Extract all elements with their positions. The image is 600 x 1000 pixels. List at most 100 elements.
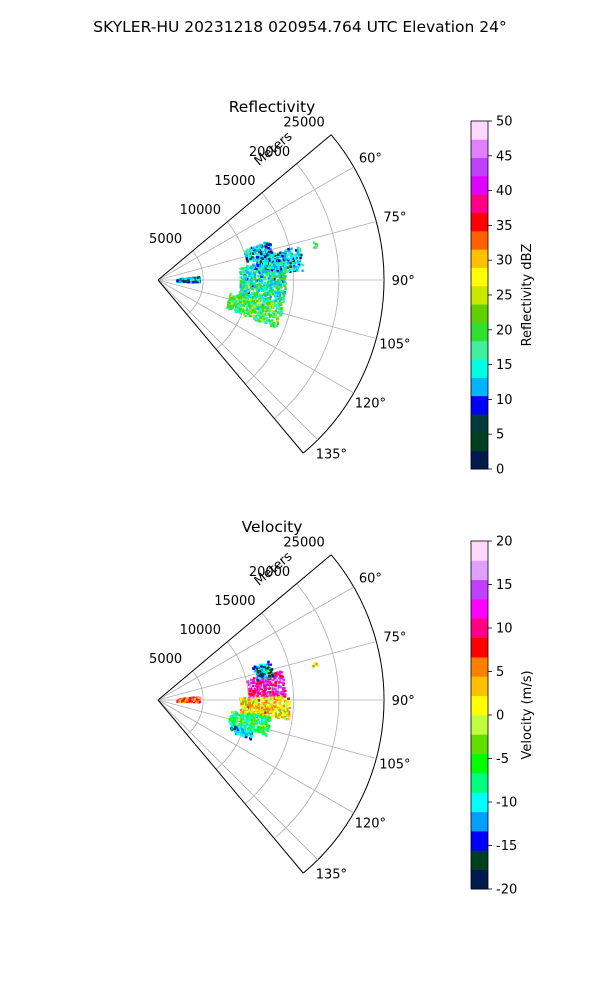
echo-gate bbox=[276, 290, 280, 293]
echo-gate bbox=[282, 713, 285, 717]
colorbar-tick-label: 10 bbox=[496, 393, 513, 408]
echo-gate bbox=[284, 701, 288, 704]
echo-gate bbox=[238, 293, 241, 296]
echo-gate bbox=[186, 699, 189, 702]
echo-gate bbox=[278, 276, 282, 279]
echo-gate bbox=[279, 670, 282, 674]
echo-gate bbox=[187, 700, 191, 703]
echo-gate bbox=[279, 697, 283, 700]
echo-gate bbox=[183, 280, 186, 283]
echo-gate bbox=[242, 300, 246, 303]
echo-gate bbox=[271, 693, 275, 696]
echo-gate bbox=[247, 288, 250, 292]
echo-gate bbox=[244, 721, 247, 724]
echo-gate bbox=[243, 288, 246, 291]
echo-gate bbox=[293, 254, 296, 257]
echo-gate bbox=[266, 284, 269, 287]
echo-gate bbox=[273, 325, 276, 328]
echo-gate bbox=[270, 714, 274, 717]
echo-gate bbox=[277, 307, 280, 310]
echo-gate bbox=[258, 285, 261, 289]
echo-gate bbox=[257, 730, 260, 734]
echo-gate bbox=[278, 713, 281, 716]
echo-gate bbox=[279, 278, 282, 281]
echo-gate bbox=[266, 281, 270, 284]
echo-gate bbox=[278, 677, 281, 680]
echo-gate bbox=[262, 289, 265, 292]
echo-gate bbox=[263, 685, 266, 688]
echo-gate bbox=[296, 250, 299, 254]
sector-outer-arc bbox=[302, 134, 385, 454]
echo-gate bbox=[248, 692, 251, 695]
echo-gate bbox=[253, 259, 256, 263]
echo-gate bbox=[249, 695, 252, 698]
echo-gate bbox=[237, 724, 240, 728]
echo-gate bbox=[292, 257, 295, 260]
echo-gate bbox=[231, 305, 234, 308]
echo-gate bbox=[279, 268, 283, 271]
echo-gate bbox=[296, 252, 299, 256]
echo-gate bbox=[266, 718, 269, 721]
echo-gate bbox=[266, 307, 269, 310]
echo-gate bbox=[283, 277, 286, 280]
echo-gate bbox=[263, 262, 266, 265]
range-ring bbox=[273, 163, 340, 419]
echo-gate bbox=[264, 303, 268, 306]
echo-gate bbox=[275, 686, 279, 689]
echo-gate bbox=[240, 718, 243, 721]
echo-gate bbox=[259, 722, 262, 725]
echo-gate bbox=[233, 302, 236, 305]
echo-gate bbox=[249, 279, 252, 282]
echo-gate bbox=[255, 267, 258, 271]
echo-gate bbox=[242, 710, 245, 713]
echo-gate bbox=[260, 688, 263, 691]
echo-gate bbox=[241, 298, 245, 301]
echo-gate bbox=[257, 709, 260, 712]
echo-gate bbox=[283, 290, 286, 294]
echo-gate bbox=[275, 293, 278, 297]
echo-gate bbox=[272, 282, 275, 285]
echo-gate bbox=[279, 283, 282, 287]
echo-gate bbox=[270, 683, 274, 687]
echo-gate bbox=[197, 279, 200, 282]
echo-gate bbox=[299, 256, 302, 260]
echo-gate bbox=[246, 311, 250, 315]
echo-gate bbox=[283, 715, 287, 719]
echo-gate bbox=[290, 260, 293, 263]
radial-tick-label: 10000 bbox=[180, 623, 221, 638]
echo-gate bbox=[264, 306, 267, 309]
echo-gate bbox=[281, 693, 284, 696]
echo-gate bbox=[262, 278, 266, 281]
echo-gate bbox=[265, 669, 269, 672]
echo-gate bbox=[243, 282, 247, 285]
echo-gate bbox=[255, 721, 258, 724]
echo-gate bbox=[250, 706, 254, 709]
echo-gate bbox=[241, 309, 244, 312]
echo-gate bbox=[280, 264, 283, 267]
echo-gate bbox=[265, 317, 268, 321]
echo-gate bbox=[257, 725, 260, 729]
echo-gate bbox=[271, 322, 275, 325]
echo-gate bbox=[249, 711, 253, 714]
echo-gate bbox=[240, 294, 243, 298]
echo-gate bbox=[246, 304, 250, 307]
echo-gate bbox=[252, 684, 255, 688]
echo-gate bbox=[278, 295, 282, 298]
echo-gate bbox=[253, 250, 257, 254]
echo-gate bbox=[247, 733, 250, 736]
echo-gate bbox=[271, 708, 274, 712]
echo-gate bbox=[242, 735, 246, 738]
echo-gate bbox=[287, 249, 290, 253]
echo-field bbox=[176, 241, 318, 328]
echo-gate bbox=[242, 729, 245, 733]
echo-gate bbox=[281, 292, 285, 295]
echo-gate bbox=[266, 704, 269, 708]
echo-gate bbox=[264, 288, 268, 292]
echo-gate bbox=[248, 687, 251, 691]
echo-gate bbox=[265, 265, 269, 268]
echo-gate bbox=[286, 714, 289, 717]
echo-gate bbox=[265, 720, 268, 723]
echo-gate bbox=[258, 300, 261, 303]
echo-gate bbox=[281, 272, 284, 276]
echo-gate bbox=[255, 303, 258, 306]
